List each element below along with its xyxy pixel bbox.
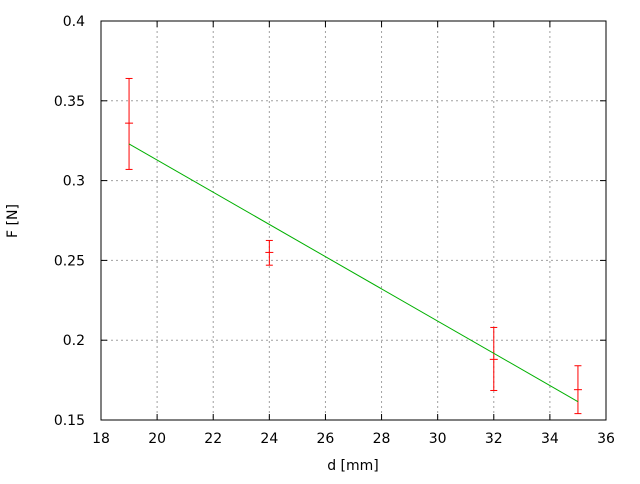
plot-frame — [100, 20, 607, 421]
y-tick-label: 0.25 — [54, 253, 85, 269]
y-tick-label: 0.4 — [63, 14, 85, 30]
y-tick-label: 0.15 — [54, 413, 85, 429]
error-bar-point — [489, 326, 498, 391]
x-tick-label: 24 — [260, 431, 278, 447]
error-bar-point — [573, 365, 582, 415]
x-axis-label: d [mm] — [327, 458, 379, 474]
y-axis-label: F [N] — [5, 204, 21, 238]
x-tick-label: 20 — [148, 431, 166, 447]
x-tick-label: 34 — [541, 431, 559, 447]
error-bar-point — [265, 239, 274, 266]
x-tick-label: 26 — [317, 431, 335, 447]
y-tick-label: 0.2 — [63, 333, 85, 349]
x-tick-label: 22 — [204, 431, 222, 447]
grid — [101, 21, 606, 420]
ticks: 18 20 22 24 26 28 30 32 34 36 0.15 0.2 0.25 0.3 0.35 0.… — [54, 14, 615, 447]
x-tick-label: 32 — [485, 431, 503, 447]
y-tick-label: 0.3 — [63, 174, 85, 190]
x-tick-label: 36 — [597, 431, 615, 447]
error-bar-point — [125, 77, 134, 170]
x-tick-label: 28 — [373, 431, 391, 447]
y-tick-label: 0.35 — [54, 94, 85, 110]
x-tick-label: 30 — [429, 431, 447, 447]
fit-line — [128, 143, 579, 403]
x-tick-label: 18 — [92, 431, 110, 447]
data-marks — [125, 77, 582, 415]
